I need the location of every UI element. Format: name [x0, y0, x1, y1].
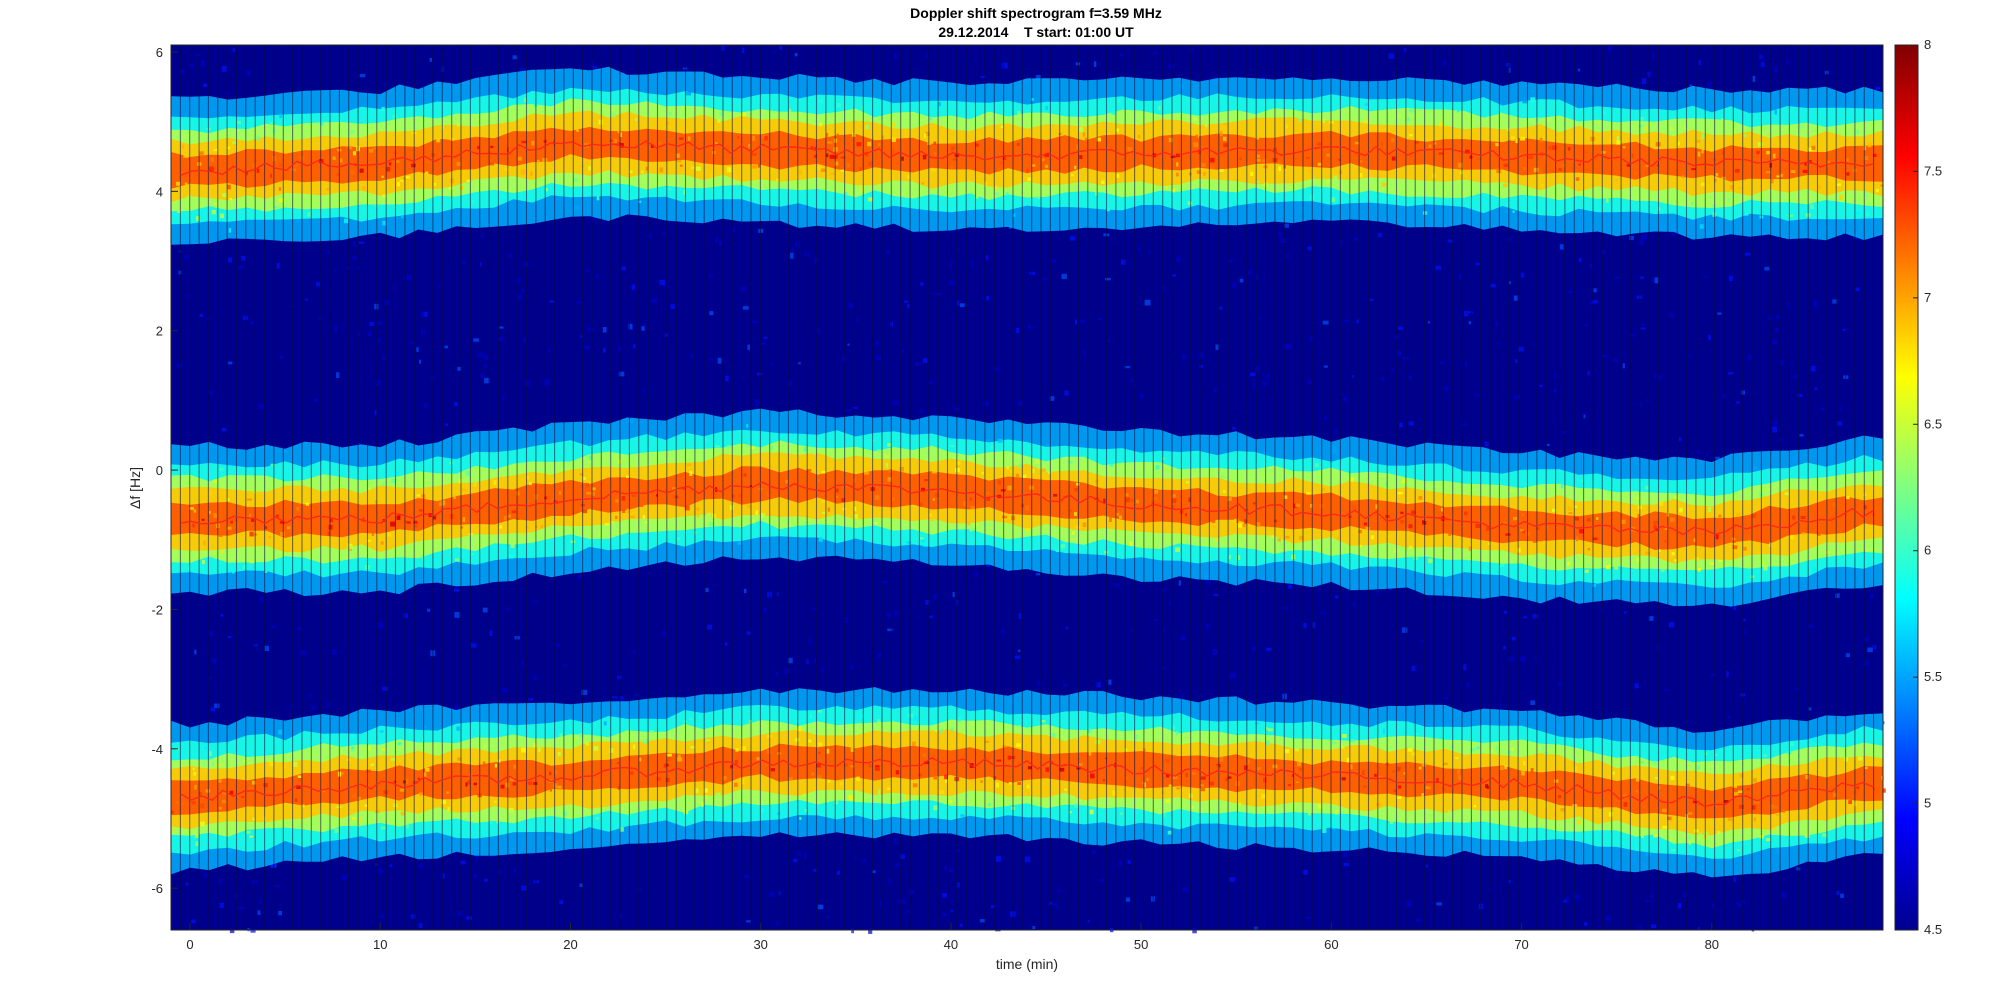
colorbar-tick-label: 8 [1924, 37, 1931, 52]
x-tick-label: 50 [1134, 937, 1148, 952]
x-axis-label: time (min) [996, 956, 1058, 972]
y-tick-label: -4 [151, 742, 163, 757]
signal-band-0 [171, 66, 1883, 245]
time-segment-lines [179, 45, 1875, 930]
colorbar-ticks: 4.5 5 5.5 6 6.5 7 7.5 8 [1913, 37, 1942, 937]
signal-bands [171, 66, 1886, 878]
x-tick-label: 30 [753, 937, 767, 952]
x-tick-label: 60 [1324, 937, 1338, 952]
y-tick-label: 0 [156, 463, 163, 478]
spectrogram-plot [170, 44, 1886, 934]
x-axis: 0 10 20 30 40 50 60 70 80 [186, 923, 1719, 952]
colorbar-gradient [1894, 44, 1919, 931]
y-tick-label: 2 [156, 324, 163, 339]
x-tick-label: 70 [1514, 937, 1528, 952]
ridge-trace-1 [180, 481, 1874, 536]
x-tick-label: 80 [1705, 937, 1719, 952]
colorbar: 4.5 5 5.5 6 6.5 7 7.5 8 [1894, 37, 1942, 937]
colorbar-tick-label: 6.5 [1924, 416, 1942, 431]
y-tick-label: 6 [156, 45, 163, 60]
colorbar-tick-label: 7 [1924, 290, 1931, 305]
colorbar-tick-label: 6 [1924, 543, 1931, 558]
chart-subtitle: 29.12.2014 T start: 01:00 UT [938, 24, 1134, 40]
chart-title: Doppler shift spectrogram f=3.59 MHz [910, 5, 1162, 21]
y-tick-label: -2 [151, 602, 163, 617]
signal-band-2 [171, 687, 1886, 878]
ridge-trace-0 [180, 140, 1874, 176]
signal-band-1 [171, 408, 1883, 607]
colorbar-tick-label: 5 [1924, 796, 1931, 811]
ridge-traces [180, 140, 1874, 807]
x-tick-label: 40 [944, 937, 958, 952]
y-tick-label: 4 [156, 184, 163, 199]
x-tick-label: 20 [563, 937, 577, 952]
y-tick-label: -6 [151, 881, 163, 896]
y-axis: -6 -4 -2 0 2 4 6 [151, 45, 178, 896]
colorbar-tick-label: 7.5 [1924, 163, 1942, 178]
x-tick-label: 10 [373, 937, 387, 952]
ridge-trace-2 [180, 756, 1874, 807]
colorbar-tick-label: 4.5 [1924, 922, 1942, 937]
colorbar-tick-label: 5.5 [1924, 669, 1942, 684]
y-axis-label: Δf [Hz] [127, 467, 143, 509]
x-tick-label: 0 [186, 937, 193, 952]
